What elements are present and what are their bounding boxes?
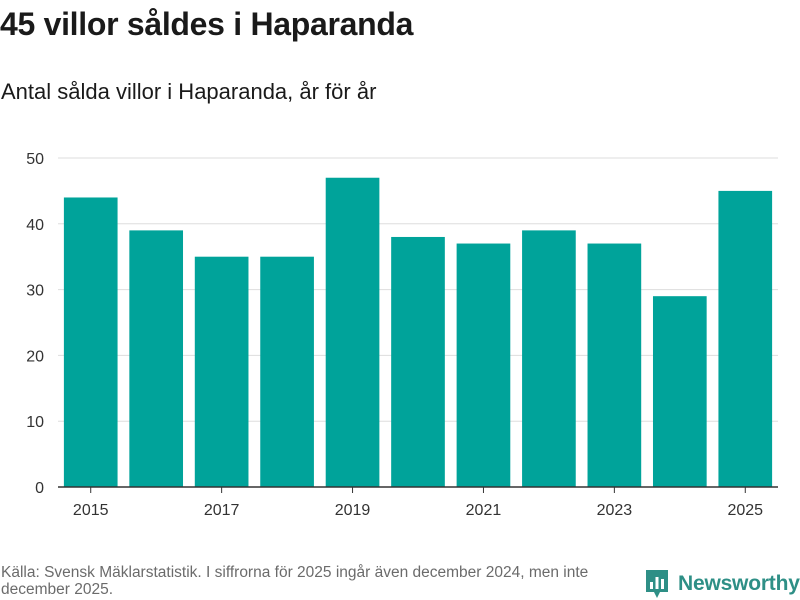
logo-text: Newsworthy — [678, 572, 800, 595]
bar-2023 — [587, 243, 642, 487]
axes: 0 10 20 30 40 50 2015 2017 2019 2021 2023 2025 — [26, 151, 778, 519]
bar-2025 — [718, 190, 773, 487]
source-note: Källa: Svensk Mäklarstatistik. I siffror… — [1, 564, 589, 598]
bar-2020 — [391, 236, 445, 487]
bar-2019 — [325, 177, 380, 488]
x-tick-label: 2017 — [204, 502, 240, 519]
x-tick-label: 2015 — [73, 502, 109, 519]
bar-2015 — [63, 197, 118, 488]
bar-2016 — [129, 230, 184, 487]
bar-2024 — [652, 296, 707, 487]
x-tick-label: 2021 — [466, 502, 502, 519]
y-tick-label: 30 — [26, 283, 44, 300]
x-tick-label: 2023 — [597, 502, 633, 519]
x-tick-label: 2025 — [727, 502, 763, 519]
y-tick-label: 40 — [26, 217, 44, 234]
bar-2021 — [456, 243, 511, 487]
bar-2017 — [194, 256, 249, 487]
newsworthy-logo: Newsworthy — [644, 568, 800, 600]
y-tick-label: 10 — [26, 414, 44, 431]
y-tick-label: 20 — [26, 348, 44, 365]
bar-chart-icon — [646, 570, 668, 598]
bar-2022 — [522, 230, 576, 487]
x-tick-label: 2019 — [335, 502, 371, 519]
y-tick-label: 50 — [26, 151, 44, 168]
y-tick-label: 0 — [35, 480, 44, 497]
chart-subtitle: Antal sålda villor i Haparanda, år för å… — [1, 79, 377, 104]
chart-title: 45 villor såldes i Haparanda — [0, 6, 414, 42]
bars — [63, 177, 773, 488]
bar-2018 — [260, 256, 314, 487]
